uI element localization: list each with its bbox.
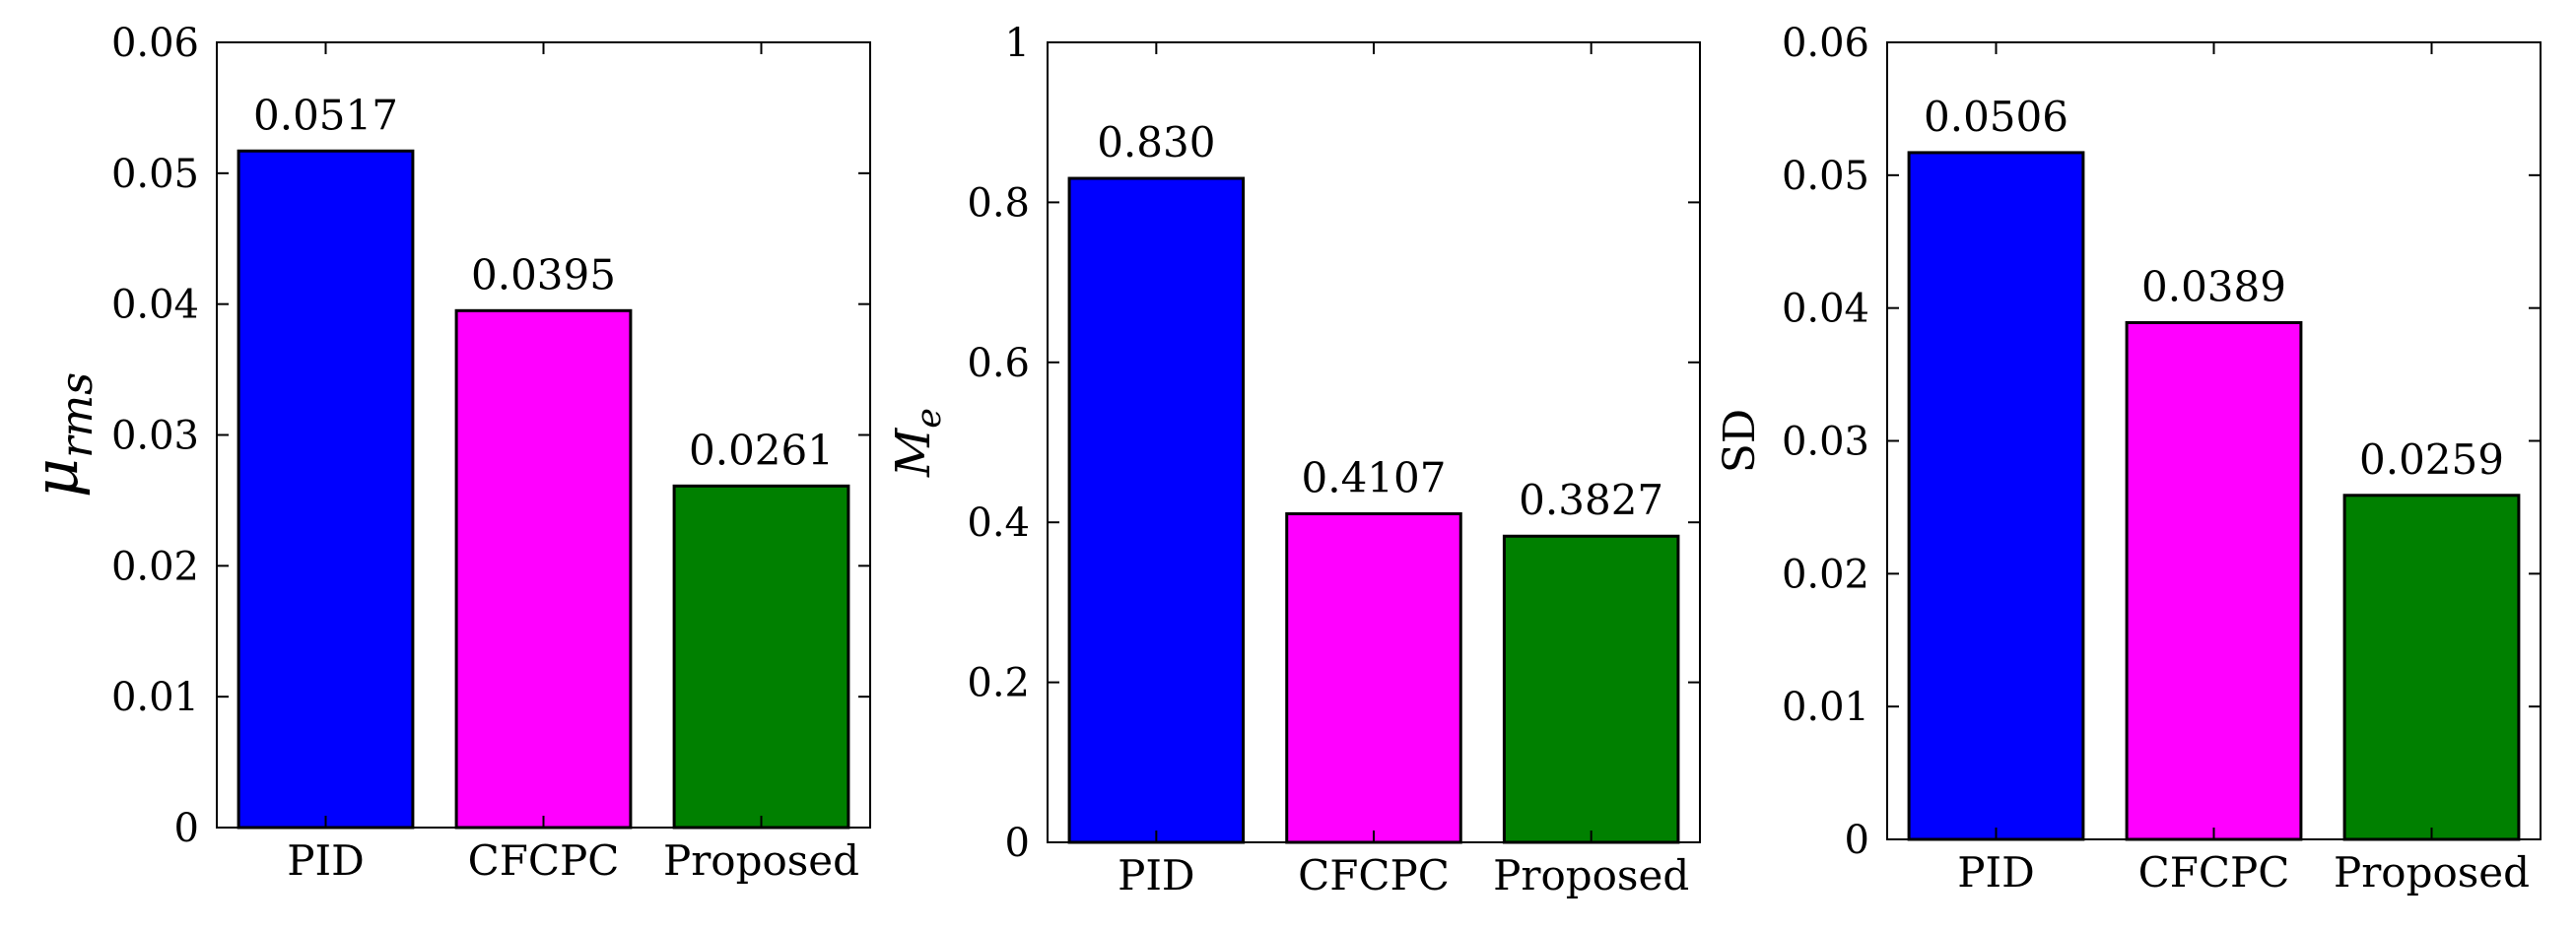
chart-panel-2: 0.830 PID 0.4107 CFCPC 0.3827 Proposed 0 0.2 0.4… bbox=[886, 21, 1701, 899]
data-label-pid: 0.830 bbox=[1097, 118, 1215, 166]
y-tick-label: 0.04 bbox=[1782, 287, 1869, 332]
data-label-proposed: 0.3827 bbox=[1519, 476, 1663, 524]
bar-pid bbox=[1067, 176, 1246, 844]
y-axis-label: Me bbox=[886, 408, 949, 478]
x-tick-label: CFCPC bbox=[2138, 848, 2290, 897]
data-label-proposed: 0.0261 bbox=[689, 426, 834, 474]
x-tick-label: PID bbox=[287, 836, 365, 885]
bar-proposed bbox=[2342, 494, 2521, 841]
bar-pid bbox=[1907, 151, 2085, 841]
y-tick-label: 0.03 bbox=[1782, 420, 1869, 465]
data-label-cfcpc: 0.0395 bbox=[471, 250, 616, 299]
y-axis-label: SD bbox=[1715, 409, 1765, 473]
y-tick-label: 0.01 bbox=[111, 675, 199, 720]
data-label-cfcpc: 0.4107 bbox=[1302, 454, 1447, 502]
x-tick-label: PID bbox=[1118, 851, 1195, 899]
chart-panel-3: 0.0506 PID 0.0389 CFCPC 0.0259 Proposed 0 0.01 0… bbox=[1715, 21, 2542, 897]
y-tick-label: 1 bbox=[1005, 21, 1030, 66]
y-tick-label: 0.02 bbox=[111, 544, 199, 589]
data-label-proposed: 0.0259 bbox=[2359, 435, 2504, 484]
y-tick-label: 0.2 bbox=[967, 661, 1030, 706]
y-tick-label: 0.04 bbox=[111, 283, 199, 328]
chart-panel-1: 0.0517 PID 0.0395 CFCPC 0.0261 Proposed 0 0.01 0… bbox=[20, 21, 871, 885]
y-tick-label: 0.03 bbox=[111, 414, 199, 459]
x-tick-label: CFCPC bbox=[468, 836, 620, 885]
y-tick-label: 0 bbox=[1845, 818, 1869, 863]
y-tick-label: 0 bbox=[174, 806, 199, 851]
y-tick-label: 0.06 bbox=[1782, 21, 1869, 66]
bar-cfcpc bbox=[454, 308, 633, 830]
y-tick-label: 0.4 bbox=[967, 500, 1030, 546]
y-tick-label: 0.8 bbox=[967, 180, 1030, 226]
data-label-pid: 0.0506 bbox=[1924, 93, 2068, 141]
data-label-cfcpc: 0.0389 bbox=[2141, 262, 2286, 310]
x-tick-label: Proposed bbox=[1493, 851, 1689, 899]
x-tick-label: CFCPC bbox=[1298, 851, 1450, 899]
bar-proposed bbox=[672, 484, 850, 830]
x-tick-label: Proposed bbox=[663, 836, 859, 885]
data-label-pid: 0.0517 bbox=[253, 91, 398, 139]
bar-proposed bbox=[1502, 534, 1680, 844]
bar-pid bbox=[237, 149, 415, 830]
y-tick-label: 0.6 bbox=[967, 341, 1030, 386]
y-tick-label: 0.05 bbox=[1782, 154, 1869, 199]
y-axis-label: μrms bbox=[20, 372, 102, 499]
x-tick-label: Proposed bbox=[2334, 848, 2530, 897]
y-tick-label: 0 bbox=[1005, 821, 1030, 866]
y-tick-label: 0.02 bbox=[1782, 552, 1869, 597]
bar-cfcpc bbox=[1285, 512, 1462, 844]
y-tick-label: 0.06 bbox=[111, 21, 199, 66]
y-tick-label: 0.01 bbox=[1782, 685, 1869, 730]
x-tick-label: PID bbox=[1957, 848, 2035, 897]
axes-box bbox=[1047, 41, 1701, 843]
y-tick-label: 0.05 bbox=[111, 152, 199, 197]
bar-cfcpc bbox=[2125, 320, 2303, 841]
